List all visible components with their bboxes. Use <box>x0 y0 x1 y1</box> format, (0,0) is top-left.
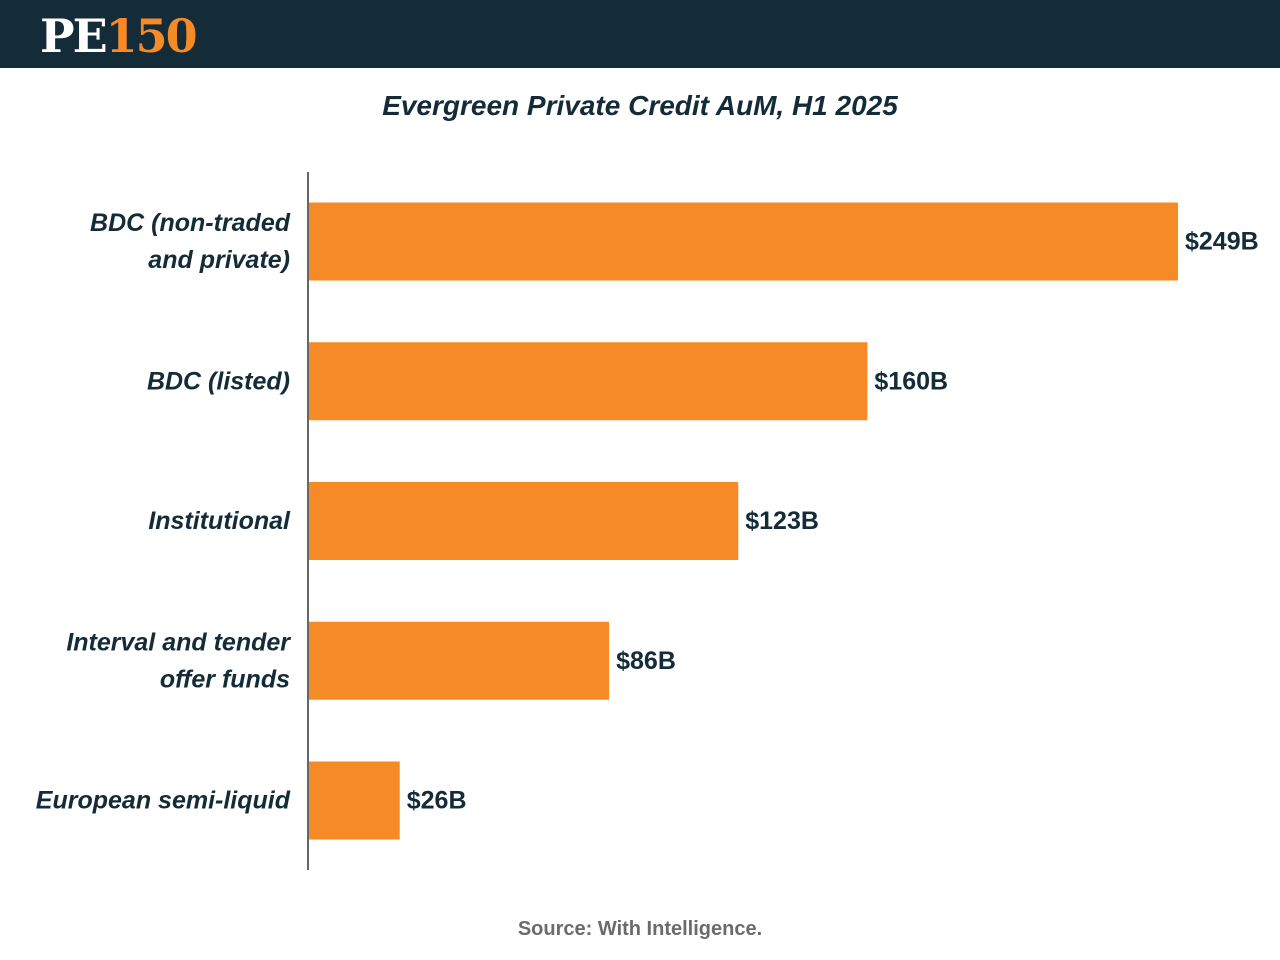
header-bar: PE150 <box>0 0 1280 68</box>
bar-1[interactable] <box>309 342 868 421</box>
category-label-0-line-1: and private) <box>148 246 290 274</box>
value-label-3: $86B <box>616 647 676 675</box>
category-label-4: European semi-liquid <box>36 787 291 815</box>
bar-3[interactable] <box>309 621 610 700</box>
category-label-1: BDC (listed) <box>147 367 290 395</box>
logo-pe-text: PE <box>40 9 108 63</box>
value-label-4: $26B <box>407 787 467 815</box>
category-label-0-line-0: BDC (non-traded <box>90 209 291 237</box>
bar-0[interactable] <box>309 202 1178 281</box>
source-note: Source: With Intelligence. <box>517 918 763 940</box>
value-label-0: $249B <box>1185 228 1259 256</box>
category-label-3-line-1: offer funds <box>160 665 290 693</box>
category-label-3-line-0: Interval and tender <box>66 628 291 656</box>
bars-group: $249B BDC (non-traded and private) $160B BDC… <box>36 202 1259 840</box>
category-label-2: Institutional <box>148 507 291 535</box>
logo-150-text: 150 <box>105 9 198 63</box>
chart-title: Evergreen Private Credit AuM, H1 2025 <box>382 90 898 121</box>
value-label-2: $123B <box>745 507 819 535</box>
bar-4[interactable] <box>309 761 400 840</box>
pe150-logo[interactable]: PE150 <box>40 8 198 64</box>
value-label-1: $160B <box>874 367 948 395</box>
bar-2[interactable] <box>309 482 739 560</box>
